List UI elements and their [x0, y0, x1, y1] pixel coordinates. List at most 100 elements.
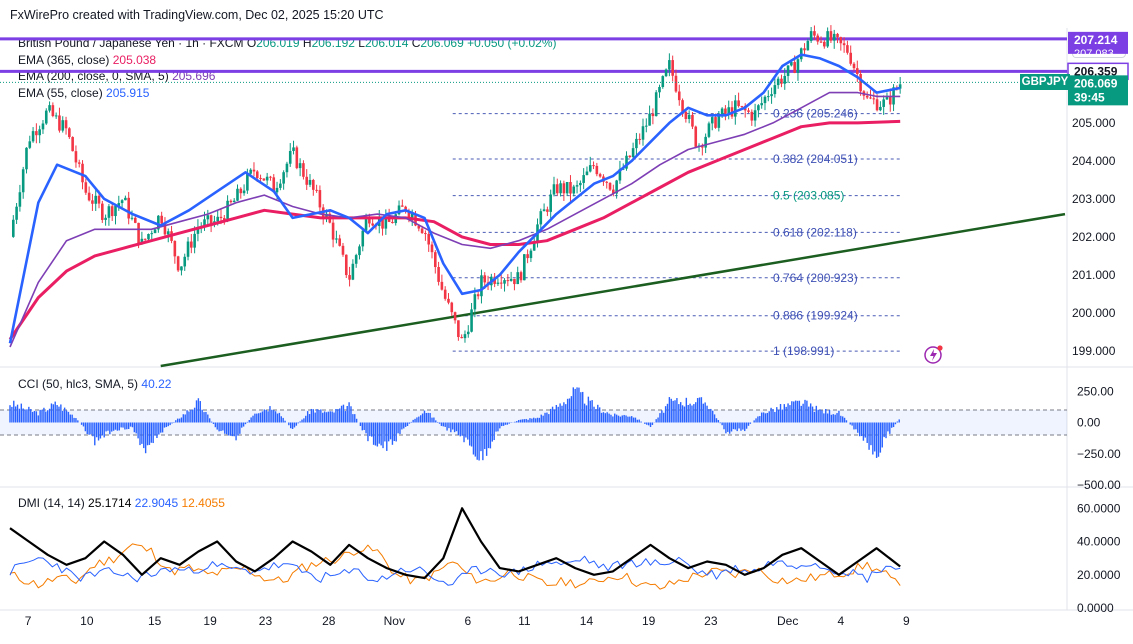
candle-body	[344, 254, 348, 276]
lower-line-badge	[1068, 63, 1128, 80]
candle-body	[180, 266, 183, 271]
candle-body	[460, 337, 463, 339]
ema55-legend[interactable]: EMA (55, close) 205.915	[18, 86, 150, 100]
candle-body	[506, 280, 510, 282]
candle-body	[186, 241, 190, 257]
candle-body	[588, 165, 592, 172]
candle-body	[325, 213, 328, 218]
candle-body	[499, 282, 503, 284]
candle-body	[430, 244, 434, 253]
candle-body	[371, 223, 374, 226]
dmi-tick-label: 60.0000	[1077, 501, 1121, 515]
candle-body	[28, 141, 32, 148]
candle-body	[671, 60, 674, 76]
lower-line-badge-text: 206.359	[1074, 64, 1118, 78]
candle-body	[503, 280, 506, 284]
time-tick-label: 9	[903, 614, 910, 628]
candle-body	[582, 175, 585, 183]
alert-bolt-icon	[930, 349, 937, 361]
candle-body	[615, 180, 618, 194]
price-tick-label: 200.000	[1072, 306, 1116, 320]
cci-tick-label: −500.00	[1077, 478, 1121, 492]
candle-body	[150, 233, 154, 235]
candle-body	[407, 210, 411, 219]
candle-body	[773, 85, 777, 95]
candle-body	[18, 192, 22, 207]
candle-body	[259, 177, 262, 179]
candle-body	[107, 206, 111, 218]
candle-body	[869, 97, 872, 99]
candle-body	[661, 76, 665, 88]
candle-body	[453, 312, 457, 321]
candle-body	[358, 246, 361, 256]
candle-body	[305, 176, 309, 185]
fib-level-label: 0.382 (204.051)	[773, 152, 858, 166]
cci-tick-label: 0.00	[1077, 416, 1101, 430]
candle-body	[110, 206, 114, 217]
time-tick-label: 11	[518, 614, 531, 628]
support-trendline	[160, 212, 1066, 368]
ema365-legend[interactable]: EMA (365, close) 205.038	[18, 53, 157, 67]
time-tick-label: 4	[837, 614, 844, 628]
candle-body	[542, 209, 546, 212]
candle-body	[275, 187, 279, 193]
dmi-tick-label: 20.0000	[1077, 568, 1121, 582]
dmi-tick-label: 0.0000	[1077, 601, 1114, 615]
candle-body	[341, 245, 345, 255]
last-price-badge-text: 206.069	[1074, 76, 1118, 90]
candle-body	[598, 174, 602, 177]
candle-body	[720, 108, 724, 117]
candle-body	[153, 229, 157, 234]
candle-body	[803, 48, 806, 51]
candle-body	[855, 68, 859, 75]
candle-body	[532, 241, 536, 251]
candle-body	[101, 203, 104, 220]
cci-legend[interactable]: CCI (50, hlc3, SMA, 5) 40.22	[18, 377, 172, 391]
candle-body	[476, 294, 480, 297]
candle-body	[190, 241, 193, 248]
candle-body	[717, 116, 721, 128]
candle-body	[433, 252, 437, 268]
candle-body	[318, 190, 322, 208]
fib-level-label: 0.236 (205.246)	[773, 107, 858, 121]
candle-body	[302, 163, 305, 177]
candle-body	[565, 181, 569, 194]
candle-body	[635, 138, 638, 149]
dmi-legend[interactable]: DMI (14, 14) 25.1714 22.9045 12.4055	[18, 496, 225, 510]
candle-body	[842, 43, 846, 46]
candle-body	[84, 182, 88, 193]
candle-body	[575, 185, 579, 187]
candle-body	[888, 96, 892, 105]
candle-body	[68, 128, 71, 138]
candle-body	[166, 231, 170, 235]
candle-body	[440, 281, 444, 290]
candle-body	[94, 195, 98, 204]
candle-body	[539, 211, 543, 225]
candle-body	[401, 205, 404, 207]
candle-body	[239, 188, 243, 194]
candle-body	[875, 99, 879, 111]
candle-body	[348, 275, 351, 280]
candle-body	[288, 150, 292, 164]
dmi-plus-line	[9, 555, 901, 586]
candle-body	[97, 195, 101, 204]
candle-body	[209, 215, 213, 224]
candle-body	[780, 78, 783, 84]
price-tick-label: 204.000	[1072, 154, 1116, 168]
candle-body	[443, 289, 447, 299]
candle-body	[292, 147, 295, 151]
candle-body	[658, 87, 661, 93]
candle-body	[427, 234, 431, 245]
candle-body	[147, 234, 150, 240]
cci-histogram	[9, 387, 900, 461]
candle-body	[885, 96, 889, 100]
candle-body	[216, 216, 220, 222]
candle-body	[35, 131, 38, 136]
price-tick-label: 203.000	[1072, 192, 1116, 206]
candle-body	[849, 52, 853, 64]
candle-body	[74, 151, 78, 163]
candle-body	[664, 69, 668, 77]
candle-body	[704, 136, 707, 148]
candle-body	[246, 173, 249, 191]
